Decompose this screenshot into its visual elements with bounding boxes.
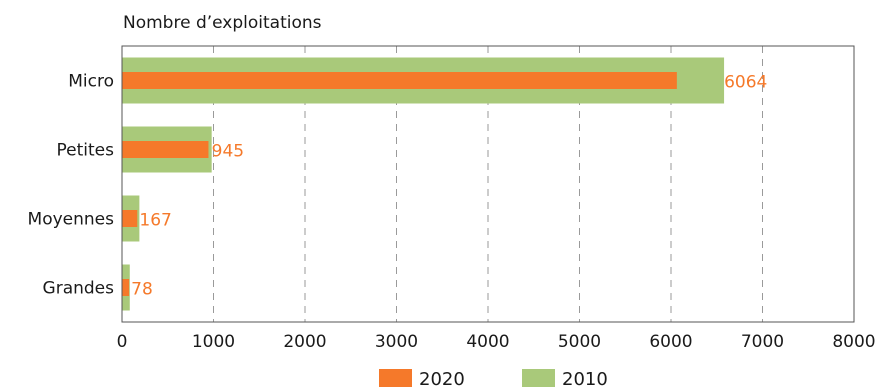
- bars: [122, 57, 725, 311]
- x-tick-label: 5000: [558, 332, 601, 352]
- category-label-moyennes: Moyennes: [28, 210, 115, 230]
- data-label-2020-petites: 945: [212, 142, 244, 162]
- x-tick-label: 3000: [375, 332, 418, 352]
- plot-frame: [121, 45, 855, 323]
- category-label-micro: Micro: [68, 72, 114, 92]
- legend-label-2020: 2020: [419, 369, 465, 389]
- data-labels: 6064 945 167 78: [131, 73, 767, 300]
- x-tick-label: 6000: [649, 332, 692, 352]
- bar-2020-micro: [122, 72, 677, 89]
- bar-2020-grandes: [122, 279, 130, 296]
- x-tick-label: 4000: [466, 332, 509, 352]
- bar-2020-moyennes: [122, 210, 138, 227]
- y-axis-title: Nombre d’exploitations: [123, 13, 322, 33]
- legend-swatch-2010: [522, 369, 555, 387]
- x-tick-label: 7000: [741, 332, 784, 352]
- x-tick-label: 0: [117, 332, 128, 352]
- category-label-petites: Petites: [57, 141, 115, 161]
- x-tick-label: 2000: [283, 332, 326, 352]
- x-tick-label: 1000: [192, 332, 235, 352]
- category-labels: Micro Petites Moyennes Grandes: [28, 72, 115, 299]
- x-tick-label: 8000: [832, 332, 875, 352]
- data-label-2020-grandes: 78: [131, 280, 153, 300]
- legend-label-2010: 2010: [562, 369, 608, 389]
- legend: 2020 2010: [379, 369, 608, 389]
- bar-2020-petites: [122, 141, 209, 158]
- data-label-2020-moyennes: 167: [139, 211, 171, 231]
- x-tick-labels: 0 1000 2000 3000 4000 5000 6000 7000 8000: [117, 332, 876, 352]
- legend-swatch-2020: [379, 369, 412, 387]
- category-label-grandes: Grandes: [43, 279, 115, 299]
- data-label-2020-micro: 6064: [724, 73, 767, 93]
